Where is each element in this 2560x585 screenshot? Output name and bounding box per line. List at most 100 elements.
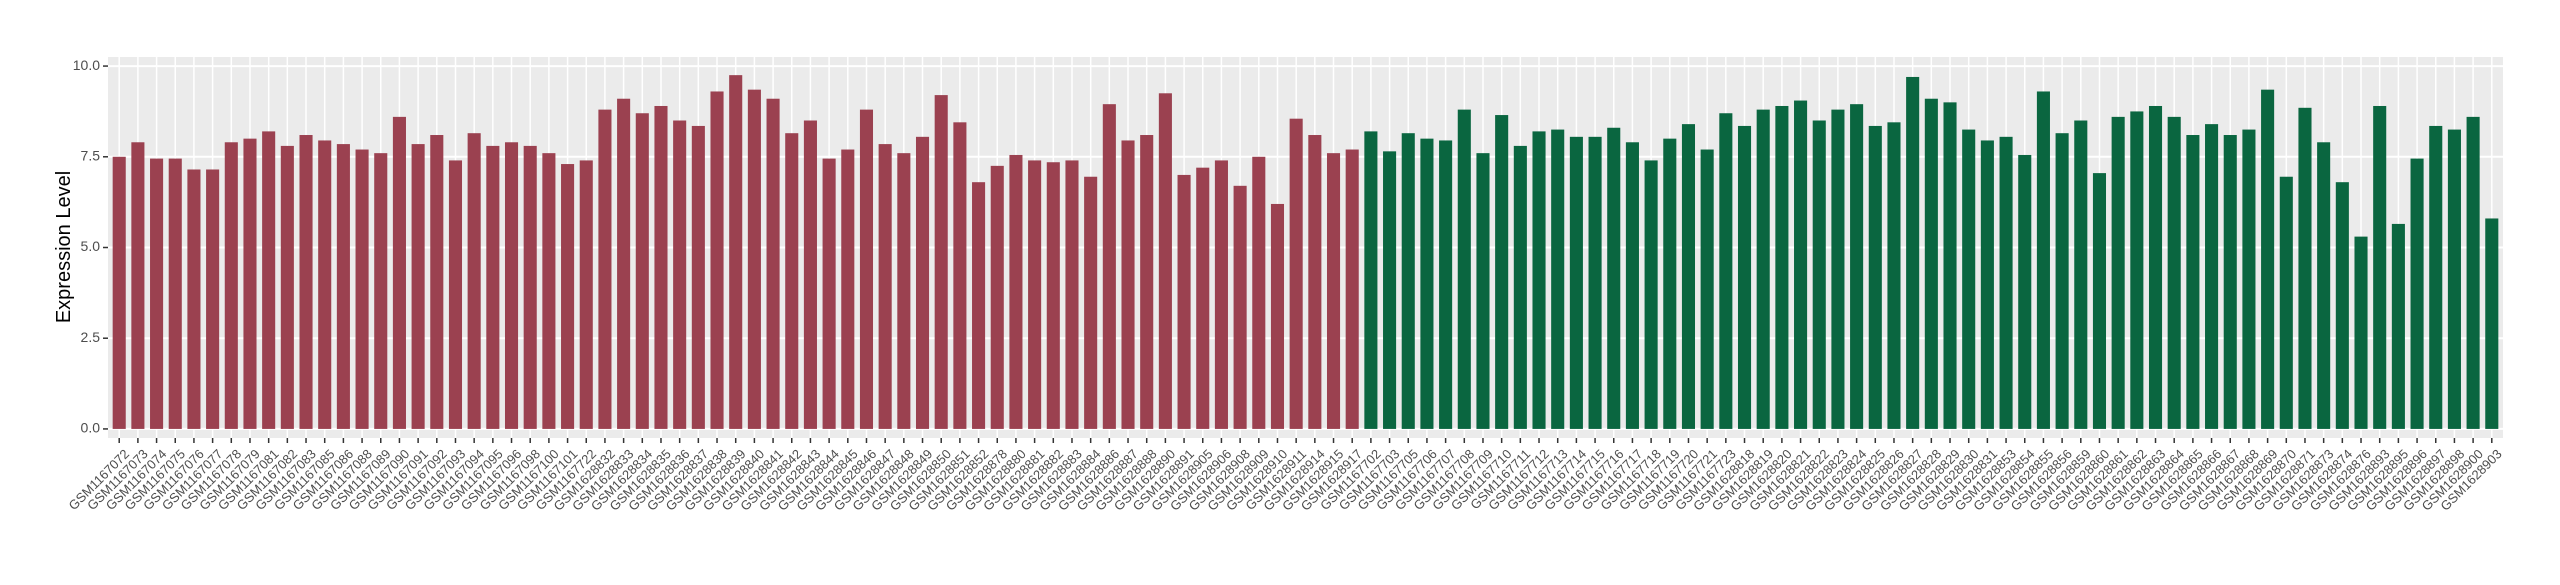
- bar: [2055, 133, 2069, 429]
- bar: [1513, 145, 1527, 429]
- bar: [542, 153, 556, 429]
- bar: [224, 142, 238, 429]
- bar: [915, 136, 930, 429]
- bar: [486, 145, 500, 429]
- bar: [1887, 122, 1901, 429]
- bar: [1158, 93, 1172, 429]
- bar: [187, 169, 201, 429]
- bar: [2298, 107, 2312, 429]
- bar: [1345, 149, 1359, 429]
- bar: [1831, 109, 1845, 429]
- bar: [729, 75, 743, 429]
- bar: [1326, 153, 1341, 429]
- bar: [2018, 154, 2032, 429]
- bar: [1476, 153, 1490, 429]
- bar: [2447, 129, 2461, 429]
- bar: [150, 158, 164, 429]
- bar: [131, 142, 145, 429]
- bar: [990, 165, 1004, 429]
- bar: [206, 169, 220, 429]
- y-axis-title: Expression Level: [53, 171, 75, 323]
- bar: [1551, 129, 1565, 429]
- bar: [785, 133, 799, 429]
- bar: [1252, 156, 1266, 429]
- bar: [112, 156, 126, 429]
- bar: [934, 95, 948, 429]
- bar: [617, 98, 631, 429]
- bar: [2148, 105, 2163, 429]
- bar: [1289, 118, 1303, 429]
- bar: [392, 116, 406, 429]
- bar: [1065, 160, 1079, 429]
- bar: [1943, 102, 1957, 429]
- bar: [1308, 135, 1322, 429]
- bar: [2317, 142, 2331, 429]
- bar: [2466, 116, 2480, 429]
- bar: [579, 160, 593, 429]
- bar: [1906, 76, 1920, 429]
- bar: [635, 113, 649, 429]
- bar: [2261, 89, 2275, 429]
- bar: [1439, 140, 1453, 429]
- bar: [448, 160, 463, 429]
- bar: [1794, 100, 1808, 429]
- bar: [1214, 160, 1228, 429]
- bar: [430, 135, 444, 429]
- bar: [710, 91, 724, 429]
- y-tick-label: 10.0: [73, 57, 100, 73]
- bar: [1999, 136, 2013, 429]
- bar: [2092, 173, 2107, 429]
- bar: [1028, 160, 1042, 429]
- bar: [1495, 115, 1509, 429]
- bar: [2223, 135, 2237, 429]
- bar: [1663, 138, 1677, 429]
- bar: [878, 144, 892, 429]
- bar: [2391, 223, 2405, 429]
- bar: [2242, 129, 2256, 429]
- bar: [803, 120, 817, 429]
- bar: [1681, 124, 1696, 429]
- bar: [280, 145, 294, 429]
- bar: [523, 145, 537, 429]
- bar: [2167, 116, 2181, 429]
- bar: [1719, 113, 1733, 429]
- bar: [1850, 104, 1864, 429]
- bar: [1924, 98, 1938, 429]
- bar: [747, 89, 761, 429]
- bar: [1700, 149, 1714, 429]
- bar: [504, 142, 519, 429]
- y-tick-label: 5.0: [81, 238, 101, 254]
- bar: [766, 98, 780, 429]
- bar: [972, 182, 986, 429]
- bar: [2186, 135, 2200, 429]
- y-tick-label: 7.5: [81, 147, 101, 163]
- bar: [2373, 105, 2387, 429]
- bar: [1457, 109, 1471, 429]
- bar: [1588, 136, 1602, 429]
- bar: [953, 122, 967, 429]
- bar: [1980, 140, 1994, 429]
- bar: [1140, 135, 1154, 429]
- bar: [1009, 154, 1023, 429]
- bar: [654, 105, 668, 429]
- bar: [1775, 105, 1789, 429]
- bar: [1364, 131, 1378, 429]
- bar: [2036, 91, 2050, 429]
- bar: [2410, 158, 2424, 429]
- bar: [841, 149, 855, 429]
- bar: [2429, 125, 2443, 429]
- y-tick-label: 2.5: [81, 329, 101, 345]
- bar: [411, 144, 425, 429]
- bar: [467, 133, 481, 429]
- bar: [897, 153, 911, 429]
- bar: [1868, 125, 1882, 429]
- bar: [1401, 133, 1415, 429]
- bar: [1270, 203, 1285, 429]
- y-tick-label: 0.0: [81, 420, 101, 436]
- bar: [2335, 182, 2349, 429]
- bar: [1196, 167, 1210, 429]
- bar: [1756, 109, 1770, 429]
- bar: [2074, 120, 2088, 429]
- bar: [374, 153, 388, 429]
